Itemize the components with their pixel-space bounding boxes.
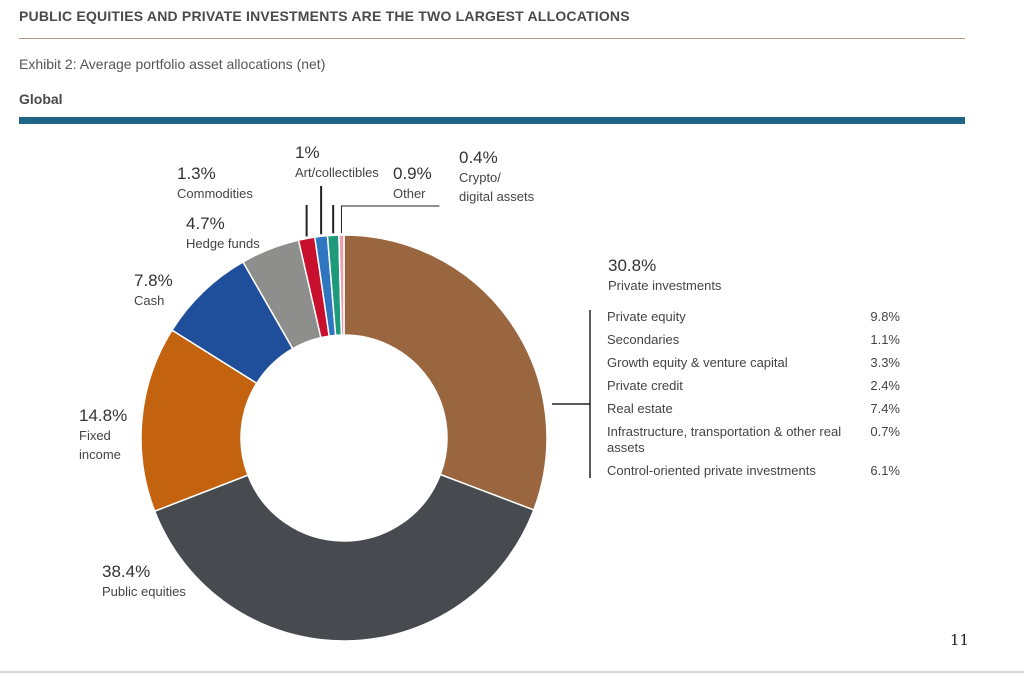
- breakdown-bracket: [552, 310, 591, 478]
- value-label-2: 14.8%: [79, 406, 127, 425]
- breakdown-value: 0.7%: [870, 424, 900, 439]
- page-title: PUBLIC EQUITIES AND PRIVATE INVESTMENTS …: [19, 8, 630, 24]
- value-label-0: 30.8%: [608, 256, 656, 275]
- section-rule: [19, 117, 965, 124]
- slice-label-7-0: Other: [393, 186, 426, 201]
- slice-private-investments: [343, 234, 548, 511]
- breakdown-name: Control-oriented private investments: [607, 463, 816, 478]
- region-label: Global: [19, 91, 63, 107]
- breakdown-value: 9.8%: [870, 309, 900, 324]
- slice-label-2-1: income: [79, 447, 121, 462]
- page-number: 11: [950, 631, 970, 649]
- breakdown-row: Private equity 9.8%: [600, 307, 900, 330]
- value-label-8: 0.4%: [459, 148, 498, 167]
- title-divider: [19, 38, 965, 39]
- breakdown-name: Infrastructure, transportation & other r…: [607, 424, 842, 455]
- breakdown-value: 3.3%: [870, 355, 900, 370]
- value-label-4: 4.7%: [186, 214, 225, 233]
- value-label-1: 38.4%: [102, 562, 150, 581]
- breakdown-row: Secondaries 1.1%: [600, 330, 900, 353]
- slice-label-0-0: Private investments: [608, 278, 722, 293]
- exhibit-caption: Exhibit 2: Average portfolio asset alloc…: [19, 56, 326, 72]
- slice-label-6-0: Art/collectibles: [295, 165, 379, 180]
- value-label-7: 0.9%: [393, 164, 432, 183]
- breakdown-value: 1.1%: [870, 332, 900, 347]
- slice-public-equities: [153, 473, 535, 642]
- slice-label-3-0: Cash: [134, 293, 164, 308]
- slice-label-8-1: digital assets: [459, 189, 535, 204]
- breakdown-value: 7.4%: [870, 401, 900, 416]
- breakdown-name: Real estate: [607, 401, 673, 416]
- breakdown-name: Growth equity & venture capital: [607, 355, 788, 370]
- value-label-6: 1%: [295, 143, 320, 162]
- value-label-5: 1.3%: [177, 164, 216, 183]
- slice-label-5-0: Commodities: [177, 186, 253, 201]
- private-investments-breakdown: Private equity 9.8% Secondaries 1.1% Growth …: [600, 307, 900, 484]
- breakdown-row: Growth equity & venture capital 3.3%: [600, 353, 900, 376]
- page-bottom-border: [0, 671, 1024, 673]
- breakdown-name: Secondaries: [607, 332, 680, 347]
- leader-line-8: [340, 205, 440, 234]
- breakdown-value: 6.1%: [870, 463, 900, 478]
- slice-label-8-0: Crypto/: [459, 170, 501, 185]
- breakdown-name: Private equity: [607, 309, 686, 324]
- breakdown-row: Private credit 2.4%: [600, 376, 900, 399]
- breakdown-row: Real estate 7.4%: [600, 399, 900, 422]
- breakdown-row: Control-oriented private investments 6.1%: [600, 461, 900, 484]
- slice-label-1-0: Public equities: [102, 584, 186, 599]
- breakdown-name: Private credit: [607, 378, 683, 393]
- breakdown-row: Infrastructure, transportation & other r…: [600, 422, 900, 461]
- slice-crypto-digital-assets: [338, 234, 345, 336]
- slice-label-2-0: Fixed: [79, 428, 111, 443]
- slice-label-4-0: Hedge funds: [186, 236, 260, 251]
- breakdown-value: 2.4%: [870, 378, 900, 393]
- value-label-3: 7.8%: [134, 271, 173, 290]
